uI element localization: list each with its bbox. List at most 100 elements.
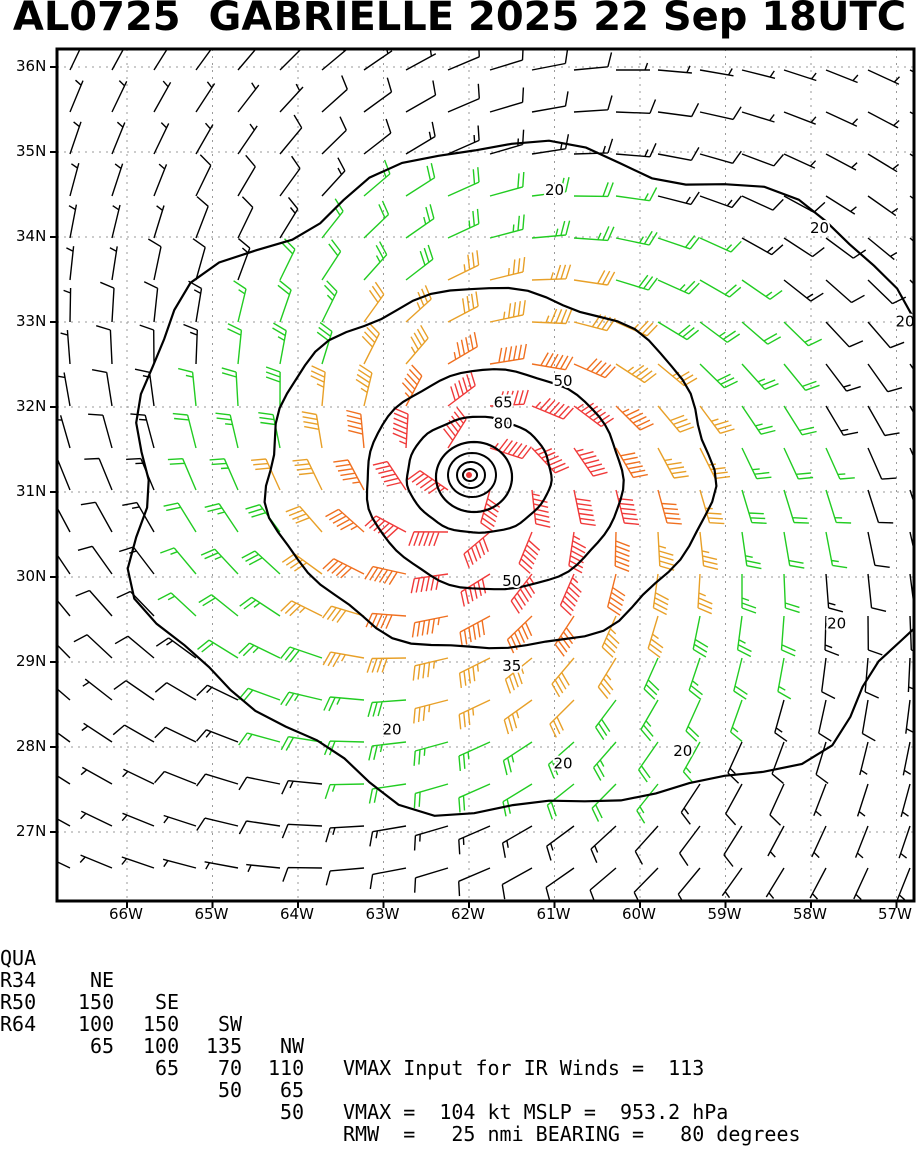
wind-barb	[741, 237, 784, 256]
wind-barb	[458, 783, 491, 813]
wind-barb	[825, 531, 848, 569]
row-ne: 100	[78, 1012, 115, 1036]
wind-barb	[867, 489, 894, 524]
wind-barb	[192, 238, 206, 281]
wind-barb	[366, 657, 407, 673]
wind-barb	[188, 280, 203, 323]
wind-barb	[355, 364, 373, 407]
wind-barb	[818, 699, 832, 742]
wind-barb	[447, 250, 480, 281]
wind-barb	[741, 363, 779, 390]
wind-barb	[237, 154, 256, 197]
wind-barb	[741, 69, 776, 79]
wind-barb	[84, 457, 113, 491]
lat-label: 27N	[16, 822, 47, 840]
wind-barb	[363, 241, 388, 281]
wind-barb	[640, 699, 659, 742]
wind-barb	[258, 412, 281, 449]
wind-barb	[573, 489, 596, 526]
wind-barb	[447, 208, 480, 239]
wind-barb	[692, 615, 709, 658]
wind-barb	[57, 372, 71, 407]
row-ne: 150	[78, 990, 115, 1014]
contour-label: 20	[827, 614, 846, 632]
wind-barb	[407, 470, 449, 495]
wind-barb	[736, 615, 752, 658]
wind-barb	[364, 565, 407, 585]
wind-barb	[783, 573, 800, 614]
wind-barb	[616, 62, 650, 71]
storm-center-marker	[466, 472, 472, 478]
wind-barb	[657, 235, 700, 250]
wind-barb	[69, 49, 81, 71]
wind-barb	[122, 768, 155, 785]
wind-barb	[153, 80, 172, 113]
wind-barb	[615, 274, 658, 291]
wind-barb	[783, 363, 820, 391]
wind-barb	[413, 825, 449, 851]
table-row-r50: R50 100 100 70 65 VMAX = 104 kt MSLP = 9…	[0, 969, 919, 1123]
wind-barb	[346, 409, 365, 449]
wind-barb	[91, 369, 113, 407]
wind-barb	[153, 49, 169, 71]
wind-barb	[281, 780, 323, 795]
contour-label: 65	[494, 393, 513, 411]
wind-barb	[197, 639, 239, 659]
wind-barb	[531, 308, 573, 325]
table-row-r64: R64 65 65 50 50 RMW = 25 nmi BEARING = 8…	[0, 991, 919, 1145]
wind-barb	[163, 814, 197, 827]
wind-barb	[783, 405, 817, 436]
wind-barb	[769, 783, 785, 826]
wind-barb	[531, 220, 571, 239]
wind-barb	[725, 783, 743, 826]
wind-barb	[699, 489, 725, 525]
wind-barb	[363, 77, 393, 113]
wind-barb	[688, 657, 703, 700]
wind-barb	[531, 397, 574, 420]
wind-barb	[902, 741, 912, 776]
wind-barb	[825, 405, 859, 436]
wind-barb	[856, 783, 869, 817]
wind-barb	[130, 413, 155, 449]
wind-barb	[157, 592, 197, 617]
header-sw: SW	[218, 1012, 243, 1036]
wind-barb	[867, 153, 900, 173]
wind-barb	[153, 122, 170, 155]
wind-barb	[699, 363, 738, 389]
lat-label: 33N	[16, 312, 47, 330]
wind-barb	[783, 153, 817, 169]
wind-barb	[825, 447, 855, 480]
wind-barb	[615, 230, 658, 246]
wind-barb	[685, 699, 701, 742]
wind-barb	[280, 600, 323, 617]
wind-barb	[57, 860, 71, 869]
wind-barb	[741, 195, 784, 211]
row-sw: 135	[206, 1034, 243, 1058]
wind-barb	[867, 237, 898, 261]
wind-barb	[310, 365, 326, 407]
wind-barb	[573, 95, 613, 113]
wind-barb	[859, 741, 869, 776]
wind-barb	[503, 699, 533, 735]
wind-barb	[447, 167, 480, 197]
wind-barb	[657, 147, 700, 161]
wind-barb	[126, 457, 155, 491]
wind-barb	[221, 367, 239, 407]
row-label: R64	[0, 1012, 37, 1036]
lon-label: 62W	[451, 905, 485, 923]
wind-barb	[413, 741, 449, 766]
wind-barb	[506, 615, 533, 654]
wind-barb	[111, 49, 125, 71]
wind-barb	[741, 279, 783, 300]
wind-barb	[825, 363, 861, 392]
wind-barb	[411, 615, 449, 638]
wind-barb	[638, 741, 659, 783]
wind-barb	[66, 246, 75, 281]
wind-barb	[867, 447, 897, 480]
wind-barb	[489, 300, 526, 323]
wind-barb	[367, 699, 407, 717]
wind-barb	[183, 323, 198, 365]
row-label: R50	[0, 990, 37, 1014]
wind-barb	[727, 741, 743, 784]
wind-barb	[699, 447, 731, 480]
